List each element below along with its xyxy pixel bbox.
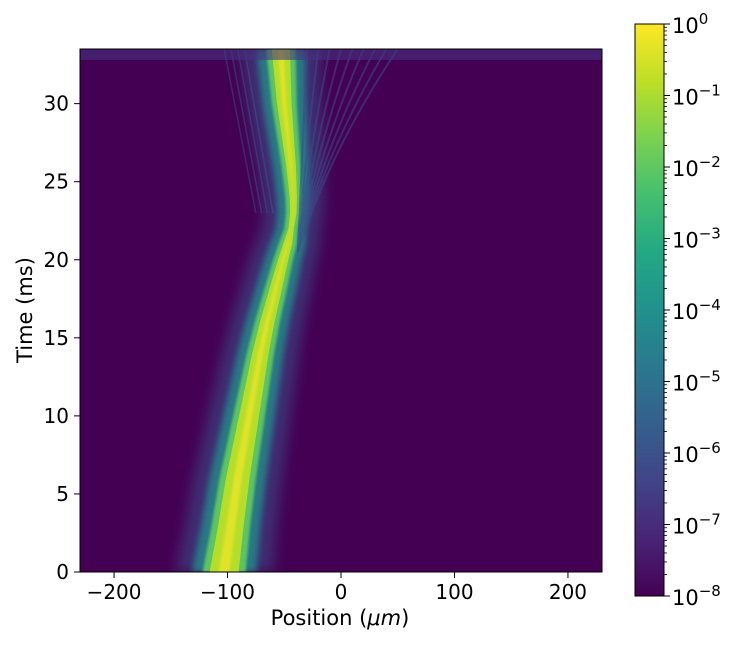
interference-fringes	[296, 49, 399, 253]
top-edge-band	[80, 49, 602, 60]
colorbar-tick-label: 100	[672, 10, 708, 38]
fringe	[223, 49, 257, 214]
fringe	[236, 49, 268, 214]
y-tick-label: 10	[44, 404, 69, 428]
x-tick-label: −100	[200, 580, 255, 604]
fringe	[230, 49, 263, 214]
colorbar-tick-label: 10−4	[672, 296, 721, 324]
colorbar-gradient	[635, 24, 664, 596]
beam-halo-mid	[191, 49, 310, 572]
x-tick-label: 100	[435, 580, 473, 604]
heatmap-layer	[80, 49, 602, 572]
y-tick-label: 15	[44, 326, 69, 350]
colorbar-tick-label: 10−5	[672, 368, 721, 396]
colorbar-tick-label: 10−6	[672, 439, 721, 467]
colorbar-tick-label: 10−2	[672, 153, 721, 181]
y-tick-label: 0	[56, 560, 69, 584]
x-axis: −200 −100 0 100 200	[87, 572, 587, 604]
colorbar-tick-label: 10−7	[672, 511, 721, 539]
y-tick-label: 25	[44, 170, 69, 194]
plot-background	[80, 49, 602, 572]
fringe	[296, 49, 399, 253]
y-axis: 0 5 10 15 20 25 30	[44, 92, 80, 584]
x-tick-label: 0	[335, 580, 348, 604]
x-tick-label: −200	[87, 580, 142, 604]
left-fringes	[223, 49, 274, 214]
colorbar-ticks: 100 10−1 10−2 10−3 10−4 10−5 10−6 10−7 10−8	[664, 10, 721, 610]
y-axis-label: Time (ms)	[13, 257, 37, 364]
plot-area	[79, 48, 603, 573]
colorbar-tick-label: 10−3	[672, 225, 721, 253]
y-tick-label: 5	[56, 482, 69, 506]
colorbar-tick-label: 10−1	[672, 82, 721, 110]
beam-core	[209, 49, 297, 572]
y-tick-label: 30	[44, 92, 69, 116]
y-tick-label: 20	[44, 248, 69, 272]
x-axis-label: Position (μm)	[271, 606, 410, 630]
fringe	[243, 49, 274, 214]
x-tick-label: 200	[549, 580, 587, 604]
colorbar: 100 10−1 10−2 10−3 10−4 10−5 10−6 10−7 10−8	[634, 10, 721, 610]
colorbar-tick-label: 10−8	[672, 582, 721, 610]
